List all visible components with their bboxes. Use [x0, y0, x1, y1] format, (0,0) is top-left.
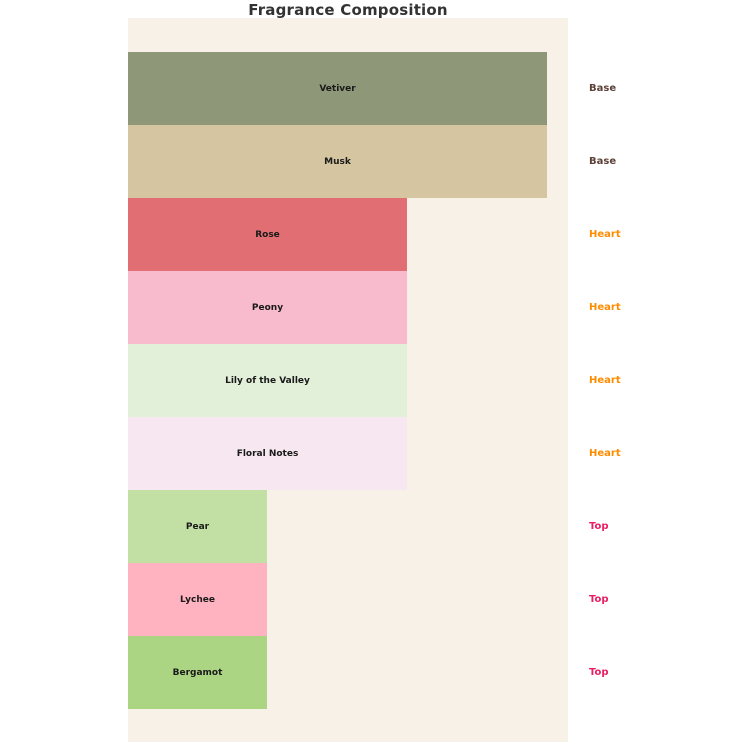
group-label-heart: Heart [589, 375, 621, 386]
group-label-heart: Heart [589, 448, 621, 459]
bar-musk: Musk [128, 125, 547, 198]
chart-title: Fragrance Composition [248, 1, 448, 19]
bar-label: Peony [251, 302, 284, 313]
bar-lychee: Lychee [128, 563, 267, 636]
bar-rose: Rose [128, 198, 407, 271]
bar-row-rose: Rose Heart [128, 198, 746, 271]
bar-bergamot: Bergamot [128, 636, 267, 709]
bar-label: Lily of the Valley [225, 375, 310, 386]
group-label-top: Top [589, 594, 609, 605]
group-label-top: Top [589, 521, 609, 532]
group-label-heart: Heart [589, 229, 621, 240]
bar-row-peony: Peony Heart [128, 271, 746, 344]
bar-label: Bergamot [172, 667, 223, 678]
bar-row-floral-notes: Floral Notes Heart [128, 417, 746, 490]
bar-label: Vetiver [319, 83, 356, 94]
bar-label: Pear [185, 521, 210, 532]
group-label-top: Top [589, 667, 609, 678]
bar-row-vetiver: Vetiver Base [128, 52, 746, 125]
group-label-heart: Heart [589, 302, 621, 313]
bar-row-musk: Musk Base [128, 125, 746, 198]
bar-label: Rose [255, 229, 280, 240]
bar-row-pear: Pear Top [128, 490, 746, 563]
bar-row-lychee: Lychee Top [128, 563, 746, 636]
bar-label: Musk [324, 156, 351, 167]
bar-stack: Vetiver Base Musk Base Rose Heart Peony … [128, 52, 746, 709]
bar-row-bergamot: Bergamot Top [128, 636, 746, 709]
bar-vetiver: Vetiver [128, 52, 547, 125]
bar-label: Floral Notes [236, 448, 299, 459]
bar-row-lily-of-the-valley: Lily of the Valley Heart [128, 344, 746, 417]
bar-pear: Pear [128, 490, 267, 563]
group-label-base: Base [589, 156, 617, 167]
bar-lily-of-the-valley: Lily of the Valley [128, 344, 407, 417]
bar-peony: Peony [128, 271, 407, 344]
bar-floral-notes: Floral Notes [128, 417, 407, 490]
bar-label: Lychee [180, 594, 215, 605]
group-label-base: Base [589, 83, 617, 94]
